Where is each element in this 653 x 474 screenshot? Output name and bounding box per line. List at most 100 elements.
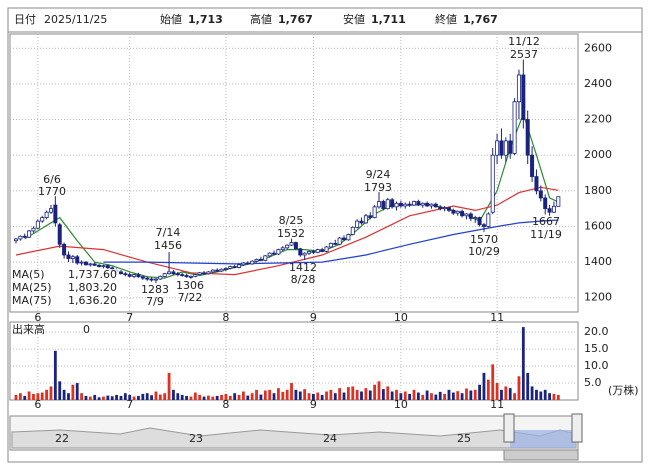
candle-body — [324, 246, 329, 252]
annotation-date: 11/19 — [530, 228, 562, 241]
candle-body — [223, 267, 228, 270]
candle-body — [162, 273, 167, 277]
volume-bar — [482, 372, 486, 400]
volume-bar — [58, 381, 62, 400]
volume-bar — [342, 392, 346, 400]
volume-bar — [473, 389, 477, 400]
y-tick-label: 10.0 — [584, 359, 609, 372]
volume-bar — [71, 384, 75, 400]
scrollbar[interactable] — [503, 449, 579, 461]
volume-bar — [552, 393, 556, 400]
candle-body — [27, 230, 32, 238]
volume-bar — [421, 394, 425, 400]
volume-bar — [346, 387, 350, 400]
volume-bar — [403, 391, 407, 400]
price-panel — [9, 33, 579, 313]
candle-body — [438, 206, 443, 210]
volume-bar — [27, 391, 31, 400]
volume-bar — [263, 390, 267, 400]
volume-bar — [416, 392, 420, 400]
header-value: 1,767 — [278, 13, 313, 26]
candle-body — [495, 140, 500, 156]
volume-bar — [84, 395, 88, 400]
candle-body — [232, 266, 237, 268]
navigator-label: 24 — [323, 432, 337, 445]
candle-body — [451, 210, 456, 214]
candle-body — [272, 252, 277, 255]
candle-body — [460, 210, 465, 217]
volume-bar — [311, 393, 315, 400]
candle-body — [75, 256, 80, 264]
candle-body — [215, 269, 220, 272]
volume-bar — [36, 393, 40, 400]
volume-bar — [150, 395, 153, 400]
volume-bar — [23, 395, 27, 400]
candle-body — [486, 213, 491, 227]
candle-body — [547, 208, 552, 213]
volume-bar — [228, 395, 232, 400]
volume-bar — [119, 395, 123, 400]
candle-body — [83, 261, 88, 266]
volume-bar — [395, 389, 398, 400]
volume-bar — [320, 394, 324, 400]
candle-body — [237, 264, 242, 268]
navigator-handle-right[interactable] — [571, 413, 583, 443]
annotation-date: 7/14 — [156, 226, 181, 239]
volume-bar — [167, 372, 171, 400]
x-tick-label: 6 — [34, 398, 41, 411]
candle-body — [337, 237, 342, 245]
y-tick-label: 1600 — [584, 219, 612, 232]
candle-body — [355, 220, 360, 228]
candle-body — [512, 101, 517, 154]
volume-bar — [250, 393, 254, 400]
candle-body — [368, 215, 373, 218]
volume-bar — [495, 383, 499, 400]
candle-body — [88, 263, 93, 266]
volume-bar — [53, 350, 57, 400]
candle-body — [180, 274, 185, 276]
candle-body — [167, 271, 172, 275]
header-label: 日付 — [14, 13, 36, 26]
navigator-handle-left[interactable] — [503, 413, 515, 443]
volume-bar — [233, 393, 237, 400]
volume-bar — [80, 393, 83, 400]
candle-body — [377, 201, 382, 208]
candle-body — [40, 217, 45, 222]
candle-body — [145, 277, 150, 280]
volume-bar — [88, 396, 92, 400]
candle-body — [289, 242, 294, 246]
candle-body — [442, 207, 447, 210]
ma-line — [15, 186, 559, 276]
candle-body — [92, 263, 97, 266]
candle-body — [123, 273, 128, 276]
y-tick-label: 2200 — [584, 113, 612, 126]
volume-bar — [491, 364, 495, 400]
volume-bar — [281, 391, 285, 400]
volume-bar — [469, 390, 473, 400]
candle-body — [79, 261, 84, 264]
candle-body — [245, 262, 250, 265]
navigator-window[interactable] — [510, 430, 576, 448]
candle-body — [320, 249, 325, 252]
candle-body — [53, 204, 58, 224]
y-tick-label: 5.0 — [584, 376, 602, 389]
volume-bar — [386, 386, 390, 400]
candle-body — [57, 224, 62, 245]
volume-bar — [255, 389, 258, 400]
annotation-price: 1283 — [141, 283, 169, 296]
candle-body — [105, 265, 110, 269]
volume-bar — [242, 391, 245, 400]
legend-value: 1,803.20 — [68, 281, 117, 294]
y-tick-label: 20.0 — [584, 325, 609, 338]
candle-body — [197, 272, 202, 275]
volume-bar — [193, 392, 197, 400]
candle-body — [140, 276, 145, 279]
header-label: 始値 — [160, 12, 182, 26]
candle-body — [127, 274, 132, 277]
volume-bar — [517, 376, 521, 400]
header-label: 終値 — [435, 12, 457, 26]
volume-bar — [132, 396, 136, 400]
y-tick-label: 2000 — [584, 148, 612, 161]
volume-bar — [373, 384, 377, 400]
volume-bar — [137, 395, 140, 400]
